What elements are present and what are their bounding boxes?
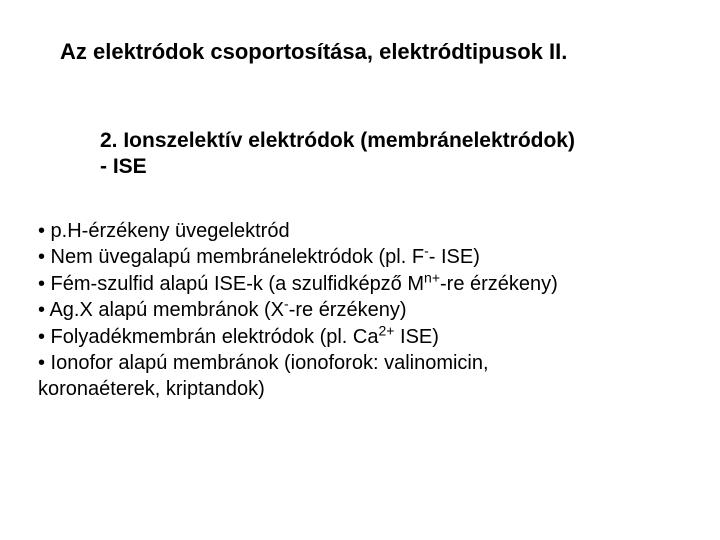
bullet-item: • Folyadékmembrán elektródok (pl. Ca2+ I…: [38, 324, 690, 350]
bullet-text-post: - ISE): [429, 246, 480, 268]
superscript: n+: [424, 269, 440, 285]
bullet-item: • Nem üvegalapú membránelektródok (pl. F…: [38, 244, 690, 270]
bullet-item-continuation: koronaéterek, kriptandok): [38, 376, 690, 402]
bullet-text: • p.H-érzékeny üvegelektród: [38, 220, 290, 242]
bullet-item: • Fém-szulfid alapú ISE-k (a szulfidképz…: [38, 271, 690, 297]
superscript: 2+: [378, 322, 394, 338]
slide-title: Az elektródok csoportosítása, elektródti…: [60, 38, 680, 67]
bullet-list: • p.H-érzékeny üvegelektród • Nem üvegal…: [38, 218, 690, 403]
subtitle-line-1: 2. Ionszelektív elektródok (membránelekt…: [100, 129, 575, 152]
bullet-text-pre: • Ag.X alapú membránok (X: [38, 299, 284, 321]
slide-subtitle: 2. Ionszelektív elektródok (membránelekt…: [100, 128, 680, 181]
bullet-text: koronaéterek, kriptandok): [38, 378, 265, 400]
slide: Az elektródok csoportosítása, elektródti…: [0, 0, 720, 540]
bullet-text-pre: • Nem üvegalapú membránelektródok (pl. F: [38, 246, 424, 268]
bullet-text-post: -re érzékeny): [289, 299, 407, 321]
bullet-text-post: -re érzékeny): [440, 273, 558, 295]
title-text: Az elektródok csoportosítása, elektródti…: [60, 39, 567, 64]
bullet-text-pre: • Folyadékmembrán elektródok (pl. Ca: [38, 326, 378, 348]
bullet-item: • p.H-érzékeny üvegelektród: [38, 218, 690, 244]
bullet-text: • Ionofor alapú membránok (ionoforok: va…: [38, 352, 489, 374]
bullet-item: • Ag.X alapú membránok (X--re érzékeny): [38, 297, 690, 323]
bullet-item: • Ionofor alapú membránok (ionoforok: va…: [38, 350, 690, 376]
bullet-text-post: ISE): [394, 326, 438, 348]
bullet-text-pre: • Fém-szulfid alapú ISE-k (a szulfidképz…: [38, 273, 424, 295]
subtitle-line-2: - ISE: [100, 155, 147, 178]
